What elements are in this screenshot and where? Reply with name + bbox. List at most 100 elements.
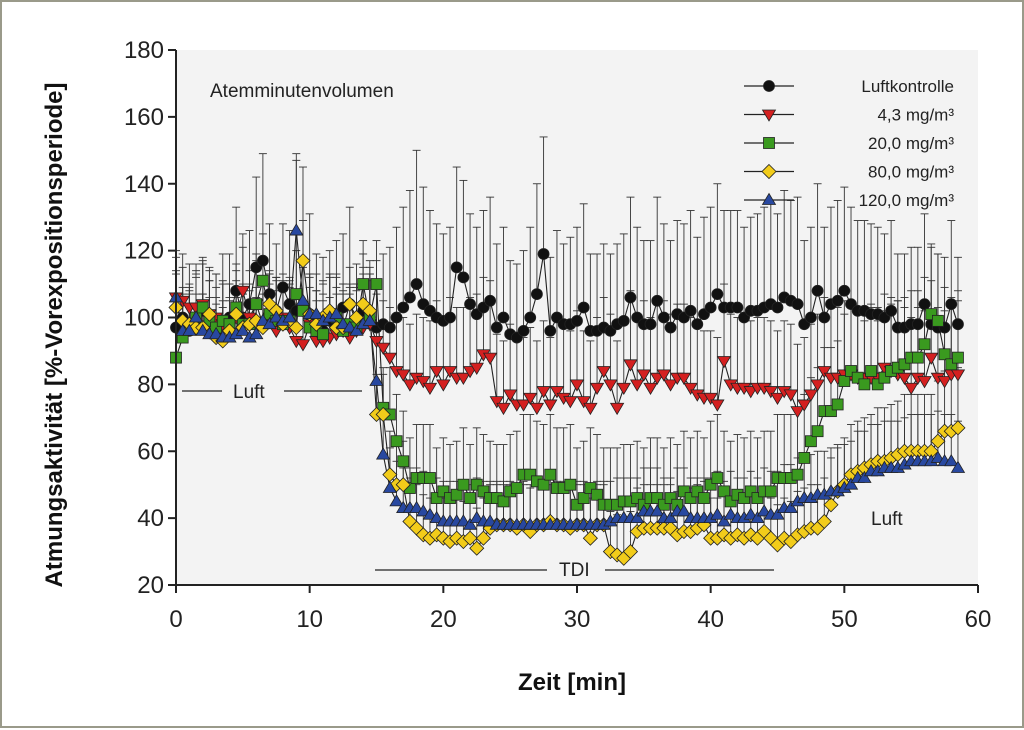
data-point-4-3-mg-m bbox=[950, 369, 966, 382]
data-point-4-3-mg-m bbox=[596, 366, 611, 379]
data-point-luftkontrolle bbox=[952, 318, 964, 331]
data-point-120-0-mg-m bbox=[482, 514, 498, 527]
data-point-120-0-mg-m bbox=[349, 323, 364, 336]
data-point-4-3-mg-m bbox=[603, 379, 618, 392]
data-point-120-0-mg-m bbox=[770, 507, 785, 520]
legend-marker-80-0-mg-m bbox=[761, 163, 777, 180]
data-point-4-3-mg-m bbox=[676, 372, 692, 385]
data-point-luftkontrolle bbox=[731, 301, 744, 314]
annotations: Luft TDI Luft bbox=[182, 382, 903, 581]
data-point-20-0-mg-m bbox=[470, 478, 483, 491]
data-point-4-3-mg-m bbox=[442, 366, 458, 379]
data-point-20-0-mg-m bbox=[651, 492, 664, 504]
legend-marker-120-0-mg-m bbox=[761, 192, 777, 205]
data-point-20-0-mg-m bbox=[317, 328, 329, 341]
annotation-luft-pre: Luft bbox=[233, 382, 265, 403]
data-point-20-0-mg-m bbox=[657, 498, 670, 511]
legend-label-120-0-mg-m: 120,0 mg/m³ bbox=[859, 191, 955, 210]
legend-label-4-3-mg-m: 4,3 mg/m³ bbox=[877, 106, 954, 125]
data-point-4-3-mg-m bbox=[375, 342, 391, 355]
data-point-120-0-mg-m bbox=[235, 323, 251, 336]
data-point-80-0-mg-m bbox=[930, 433, 946, 449]
data-point-4-3-mg-m bbox=[763, 386, 779, 399]
data-point-120-0-mg-m bbox=[456, 514, 471, 527]
legend-label-luftkontrolle: Luftkontrolle bbox=[861, 77, 954, 96]
data-point-20-0-mg-m bbox=[564, 478, 577, 491]
data-point-luftkontrolle bbox=[918, 298, 931, 311]
data-point-20-0-mg-m bbox=[584, 482, 597, 494]
data-point-20-0-mg-m bbox=[805, 435, 817, 448]
data-point-120-0-mg-m bbox=[462, 517, 478, 530]
data-point-120-0-mg-m bbox=[208, 326, 224, 340]
data-point-4-3-mg-m bbox=[649, 372, 665, 385]
data-point-4-3-mg-m bbox=[817, 366, 832, 379]
data-point-luftkontrolle bbox=[711, 288, 724, 300]
data-point-20-0-mg-m bbox=[390, 435, 403, 448]
data-point-4-3-mg-m bbox=[529, 402, 545, 416]
data-point-luftkontrolle bbox=[771, 301, 784, 314]
data-point-luftkontrolle bbox=[838, 284, 851, 297]
data-point-20-0-mg-m bbox=[764, 485, 777, 498]
data-point-20-0-mg-m bbox=[477, 485, 490, 498]
data-point-20-0-mg-m bbox=[858, 378, 871, 391]
data-point-20-0-mg-m bbox=[691, 485, 704, 498]
data-point-20-0-mg-m bbox=[357, 278, 370, 290]
data-point-luftkontrolle bbox=[811, 284, 824, 297]
annotation-luft-post: Luft bbox=[871, 509, 903, 530]
data-point-4-3-mg-m bbox=[489, 396, 505, 409]
data-point-120-0-mg-m bbox=[335, 316, 351, 330]
data-point-4-3-mg-m bbox=[569, 379, 585, 392]
data-point-luftkontrolle bbox=[537, 248, 550, 260]
data-point-4-3-mg-m bbox=[496, 402, 511, 416]
x-tick-label: 60 bbox=[965, 606, 992, 633]
data-point-luftkontrolle bbox=[644, 318, 657, 331]
data-point-4-3-mg-m bbox=[609, 402, 625, 416]
data-point-120-0-mg-m bbox=[783, 500, 799, 513]
data-point-luftkontrolle bbox=[691, 318, 704, 331]
data-point-luftkontrolle bbox=[831, 294, 844, 307]
data-point-4-3-mg-m bbox=[937, 376, 952, 389]
data-point-4-3-mg-m bbox=[663, 379, 678, 392]
data-point-80-0-mg-m bbox=[622, 543, 639, 560]
data-point-80-0-mg-m bbox=[469, 540, 485, 556]
data-point-4-3-mg-m bbox=[790, 406, 805, 419]
data-point-20-0-mg-m bbox=[711, 472, 724, 484]
data-point-luftkontrolle bbox=[464, 298, 476, 311]
data-point-120-0-mg-m bbox=[188, 310, 204, 323]
data-point-120-0-mg-m bbox=[289, 223, 304, 236]
data-point-4-3-mg-m bbox=[563, 396, 578, 409]
data-point-4-3-mg-m bbox=[810, 379, 825, 392]
data-point-120-0-mg-m bbox=[429, 510, 444, 524]
data-point-120-0-mg-m bbox=[930, 450, 946, 463]
data-point-luftkontrolle bbox=[484, 294, 497, 307]
chart-title: Atemminutenvolumen bbox=[210, 81, 394, 102]
data-point-80-0-mg-m bbox=[295, 253, 311, 269]
legend-marker-luftkontrolle bbox=[763, 80, 775, 92]
data-point-4-3-mg-m bbox=[636, 369, 652, 382]
data-point-20-0-mg-m bbox=[838, 375, 851, 387]
data-point-4-3-mg-m bbox=[716, 356, 732, 369]
data-point-4-3-mg-m bbox=[462, 366, 478, 379]
data-point-20-0-mg-m bbox=[250, 298, 263, 311]
data-point-120-0-mg-m bbox=[382, 480, 398, 493]
data-point-20-0-mg-m bbox=[510, 482, 523, 494]
data-point-4-3-mg-m bbox=[583, 402, 598, 416]
data-point-20-0-mg-m bbox=[370, 278, 383, 290]
data-point-20-0-mg-m bbox=[450, 488, 463, 501]
data-point-20-0-mg-m bbox=[724, 495, 737, 508]
data-point-luftkontrolle bbox=[704, 301, 717, 314]
data-point-4-3-mg-m bbox=[770, 392, 785, 406]
data-point-20-0-mg-m bbox=[430, 492, 443, 504]
data-point-20-0-mg-m bbox=[718, 485, 730, 498]
data-point-20-0-mg-m bbox=[831, 398, 844, 411]
data-point-80-0-mg-m bbox=[950, 420, 966, 436]
data-point-120-0-mg-m bbox=[629, 510, 645, 524]
data-point-120-0-mg-m bbox=[843, 477, 859, 490]
data-point-luftkontrolle bbox=[444, 311, 456, 324]
data-point-4-3-mg-m bbox=[897, 372, 912, 385]
data-point-4-3-mg-m bbox=[616, 382, 631, 396]
data-point-4-3-mg-m bbox=[924, 352, 939, 365]
data-point-20-0-mg-m bbox=[751, 492, 764, 504]
